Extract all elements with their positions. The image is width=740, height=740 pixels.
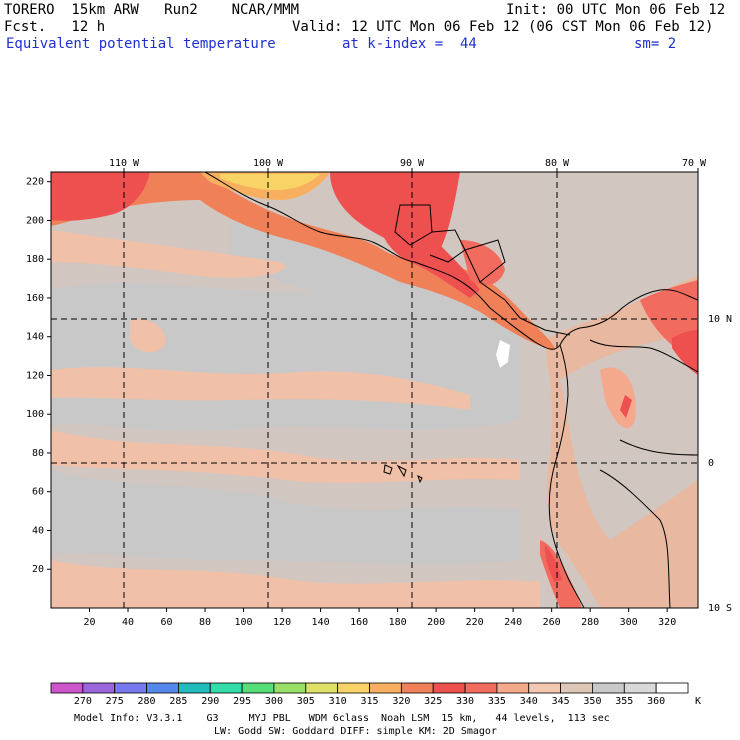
y-tick-label: 80 [32,448,44,459]
colorbar-label: 320 [392,696,410,707]
colorbar-label: 285 [169,696,187,707]
colorbar: 270 275 280 285 290 295 300 305 310 315 320 325 330 3… [50,682,689,707]
colorbar-label: 350 [583,696,601,707]
colorbar-swatch [592,682,625,694]
colorbar-label: 280 [138,696,156,707]
map-frame [50,171,699,609]
colorbar-label: 290 [201,696,219,707]
lat-label-10s: 10 S [708,603,732,614]
x-tick-label: 220 [466,617,484,628]
lon-label-100w: 100 W [253,158,284,169]
x-tick-label: 320 [658,617,676,628]
colorbar-swatch [177,682,211,694]
colorbar-label: 275 [106,696,124,707]
y-tick-label: 60 [32,487,44,498]
coastlines [204,172,698,608]
y-tick-label: 180 [26,254,44,265]
x-tick-label: 280 [581,617,599,628]
y-tick-label: 220 [26,177,44,188]
graticule [51,172,698,608]
y-tick-label: 20 [32,564,44,575]
init-time: Init: 00 UTC Mon 06 Feb 12 [506,2,726,18]
x-tick-label: 180 [389,617,407,628]
colorbar-swatch [400,682,434,694]
lon-label-110w: 110 W [109,158,140,169]
physics-info: LW: Godd SW: Goddard DIFF: simple KM: 2D… [214,726,497,737]
y-tick-label: 140 [26,332,44,343]
colorbar-label: 310 [329,696,347,707]
x-tick-label: 60 [161,617,173,628]
x-tick-label: 240 [504,617,522,628]
y-tick-label: 200 [26,215,44,226]
x-tick-label: 100 [235,617,253,628]
x-tick-label: 20 [83,617,95,628]
lon-label-80w: 80 W [545,158,570,169]
forecast-hour: Fcst. 12 h [4,19,106,35]
smoothing-info: sm= 2 [634,36,677,52]
model-title: TORERO 15km ARW Run2 NCAR/MMM [4,2,300,18]
colorbar-swatch [337,682,370,694]
level-info: at k-index = 44 [342,36,477,52]
colorbar-swatch [209,682,243,694]
lon-label-70w: 70 W [682,158,707,169]
colorbar-unit: K [695,696,701,707]
y-tick-label: 120 [26,370,44,381]
x-tick-label: 40 [122,617,134,628]
colorbar-label: 325 [424,696,442,707]
theta-e-field [51,172,698,608]
x-tick-label: 140 [312,617,330,628]
y-tick-label: 40 [32,525,44,536]
colorbar-swatch [623,682,657,694]
lon-ticks [123,168,699,172]
colorbar-label: 295 [233,696,251,707]
colorbar-swatch [560,682,593,694]
colorbar-swatch [50,682,84,694]
colorbar-swatch [114,682,147,694]
colorbar-label: 360 [647,696,665,707]
colorbar-label: 270 [74,696,92,707]
colorbar-label: 345 [552,696,570,707]
lat-label-0: 0 [708,458,714,469]
colorbar-label: 300 [265,696,283,707]
x-tick-label: 260 [543,617,561,628]
colorbar-swatch [432,682,466,694]
colorbar-swatch [82,682,116,694]
colorbar-label: 335 [488,696,506,707]
colorbar-label: 355 [615,696,633,707]
y-tick-label: 100 [26,409,44,420]
colorbar-label: 340 [520,696,538,707]
model-info: Model Info: V3.3.1 G3 MYJ PBL WDM 6class… [74,713,610,724]
colorbar-swatch [496,682,530,694]
colorbar-swatch [146,682,179,694]
x-tick-label: 300 [620,617,638,628]
colorbar-swatch [464,682,498,694]
x-tick-label: 200 [427,617,445,628]
colorbar-swatch [273,682,307,694]
y-index-axis: 20 40 60 80 100 120 140 160 180 200 220 [26,177,51,575]
lon-label-90w: 90 W [400,158,425,169]
colorbar-swatch [528,682,562,694]
colorbar-label: 315 [360,696,378,707]
colorbar-swatch [655,682,689,694]
x-tick-label: 120 [273,617,291,628]
y-tick-label: 160 [26,293,44,304]
colorbar-label: 330 [456,696,474,707]
field-name: Equivalent potential temperature [6,36,276,52]
valid-time: Valid: 12 UTC Mon 06 Feb 12 (06 CST Mon … [292,19,714,35]
x-tick-label: 160 [350,617,368,628]
lat-label-10n: 10 N [708,314,732,325]
colorbar-swatch [241,682,275,694]
colorbar-swatch [369,682,402,694]
x-index-axis: 20 40 60 80 100 120 140 160 180 200 220 240 260 280 30… [83,608,676,628]
colorbar-swatch [305,682,339,694]
colorbar-label: 305 [297,696,315,707]
x-tick-label: 80 [199,617,211,628]
